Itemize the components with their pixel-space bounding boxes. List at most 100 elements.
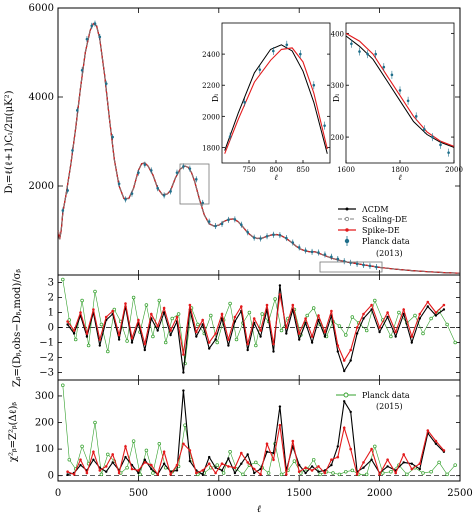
residual-spike-point: [246, 342, 249, 346]
chi-spike-point: [233, 466, 237, 470]
chi-lcdm-point: [410, 462, 413, 465]
planck-point: [80, 69, 84, 72]
inset-right-planck-point: [398, 89, 402, 92]
residual-planck2015-point: [279, 328, 284, 333]
chi-planck2015-point: [437, 460, 441, 465]
chi-planck2015-point: [125, 465, 129, 470]
residual-planck2015-point: [93, 289, 97, 294]
chi-planck2015-point: [445, 472, 449, 477]
planck-point: [246, 230, 250, 234]
residual-lcdm-point: [156, 329, 159, 332]
residual-spike-point: [291, 303, 295, 307]
planck-point: [111, 135, 114, 139]
chi-planck2015-point: [157, 442, 162, 446]
y-tick-label: 1: [48, 308, 54, 319]
residual-lcdm-point: [208, 347, 211, 350]
planck-point: [104, 82, 108, 85]
chi-planck2015-point: [389, 469, 393, 474]
chi-spike-point: [150, 463, 153, 467]
residual-lcdm-point: [434, 314, 438, 317]
planck-point: [310, 250, 314, 254]
chi-spike-point: [137, 469, 140, 472]
residual-spike-point: [349, 348, 353, 352]
planck-point: [93, 22, 97, 25]
chi-lcdm-point: [349, 410, 352, 414]
chi-spike-point: [188, 449, 192, 452]
residual-spike-point: [304, 317, 307, 320]
chi-spike-point: [265, 442, 269, 446]
inset-right-ticks: 200 300 400 1600 1800 2000: [331, 30, 463, 174]
y-tick-label: 200: [331, 134, 344, 142]
chi-planck2015-point: [254, 460, 258, 465]
planck-point: [278, 233, 282, 237]
y-tick-label: −3: [39, 368, 54, 379]
residual-spike-point: [410, 335, 414, 338]
chi-planck2015-point: [453, 463, 457, 467]
residual-planck2015-point: [389, 334, 393, 339]
residual-planck2015-point: [397, 310, 401, 315]
main-panel: 2000 4000 6000 Dₗ=ℓ(ℓ+1)Cₗ/2π(μK²) ΛCDM Sc…: [4, 3, 461, 276]
chi-legend-marker: [343, 392, 349, 398]
planck-point: [182, 165, 185, 168]
residual-lcdm-point: [298, 338, 301, 341]
planck-point: [259, 237, 262, 240]
planck-point: [98, 35, 102, 39]
chi-legend: Planck data (2015): [336, 391, 410, 411]
residual-planck2015-point: [344, 333, 348, 337]
chi-lcdm-point: [434, 442, 438, 445]
inset-left-planck-point: [323, 124, 326, 127]
chi-planck2015-point: [421, 471, 425, 475]
chi-planck2015-point: [93, 420, 97, 425]
planck-point: [169, 190, 172, 193]
residual-spike-point: [143, 342, 147, 346]
planck-point: [304, 249, 307, 252]
legend-scaling-marker: [344, 216, 350, 222]
y-tick-label: 0: [48, 471, 54, 482]
residual-planck2015-point: [80, 298, 84, 303]
chi-lcdm-point: [175, 469, 179, 472]
y-tick-label: 100: [35, 444, 54, 455]
residual-lcdm-point: [259, 335, 262, 338]
residual-y-label: Zᵦ=(Dᵦ,obs−Dᵦ,mod)/σᵦ: [12, 269, 23, 387]
chi-spike-point: [162, 450, 166, 454]
residual-lcdm-point: [304, 321, 307, 325]
residual-spike-point: [214, 332, 217, 335]
chi-spike-point: [285, 473, 288, 476]
inset-left-planck-point: [228, 135, 232, 138]
chi-spike-point: [310, 469, 314, 472]
planck-point: [71, 149, 74, 152]
residual-spike-point: [297, 332, 301, 335]
residual-spike-point: [355, 326, 359, 329]
chi-lcdm-point: [201, 473, 204, 476]
x-tick-label: 1500: [286, 488, 311, 499]
chi-spike-point: [72, 473, 76, 476]
planck-point: [265, 234, 269, 238]
residual-series: [58, 277, 460, 374]
residual-lcdm-point: [394, 335, 397, 338]
residual-planck2015-point: [234, 337, 239, 342]
chi-lcdm-point: [92, 458, 95, 461]
inset-left-planck-point: [312, 83, 316, 87]
chi-spike-point: [304, 466, 307, 470]
zoom-box-second: [319, 261, 383, 273]
chi-spike-point: [104, 465, 108, 468]
inset-left-ticks: 1800 2000 2200 2400 750 800 850: [202, 51, 330, 174]
planck-point: [90, 24, 94, 28]
planck-point: [175, 171, 179, 174]
residual-lcdm-point: [195, 335, 198, 338]
x-tick-label: 750: [242, 166, 255, 174]
planck-point: [201, 201, 205, 205]
x-tick-label: 850: [296, 166, 309, 174]
residual-spike-point: [265, 303, 269, 307]
x-tick-label: 800: [269, 166, 282, 174]
chi-lcdm-point: [214, 466, 217, 469]
planck-point: [75, 109, 79, 112]
inset-right-planck-point: [358, 50, 361, 53]
chi-spike-point: [92, 450, 95, 454]
residual-spike-point: [169, 329, 172, 332]
planck-point: [149, 169, 153, 172]
chi-planck2015-point: [106, 452, 110, 457]
residual-spike-point: [402, 308, 406, 311]
residual-planck2015-point: [247, 310, 252, 315]
residual-spike-point: [104, 315, 108, 319]
